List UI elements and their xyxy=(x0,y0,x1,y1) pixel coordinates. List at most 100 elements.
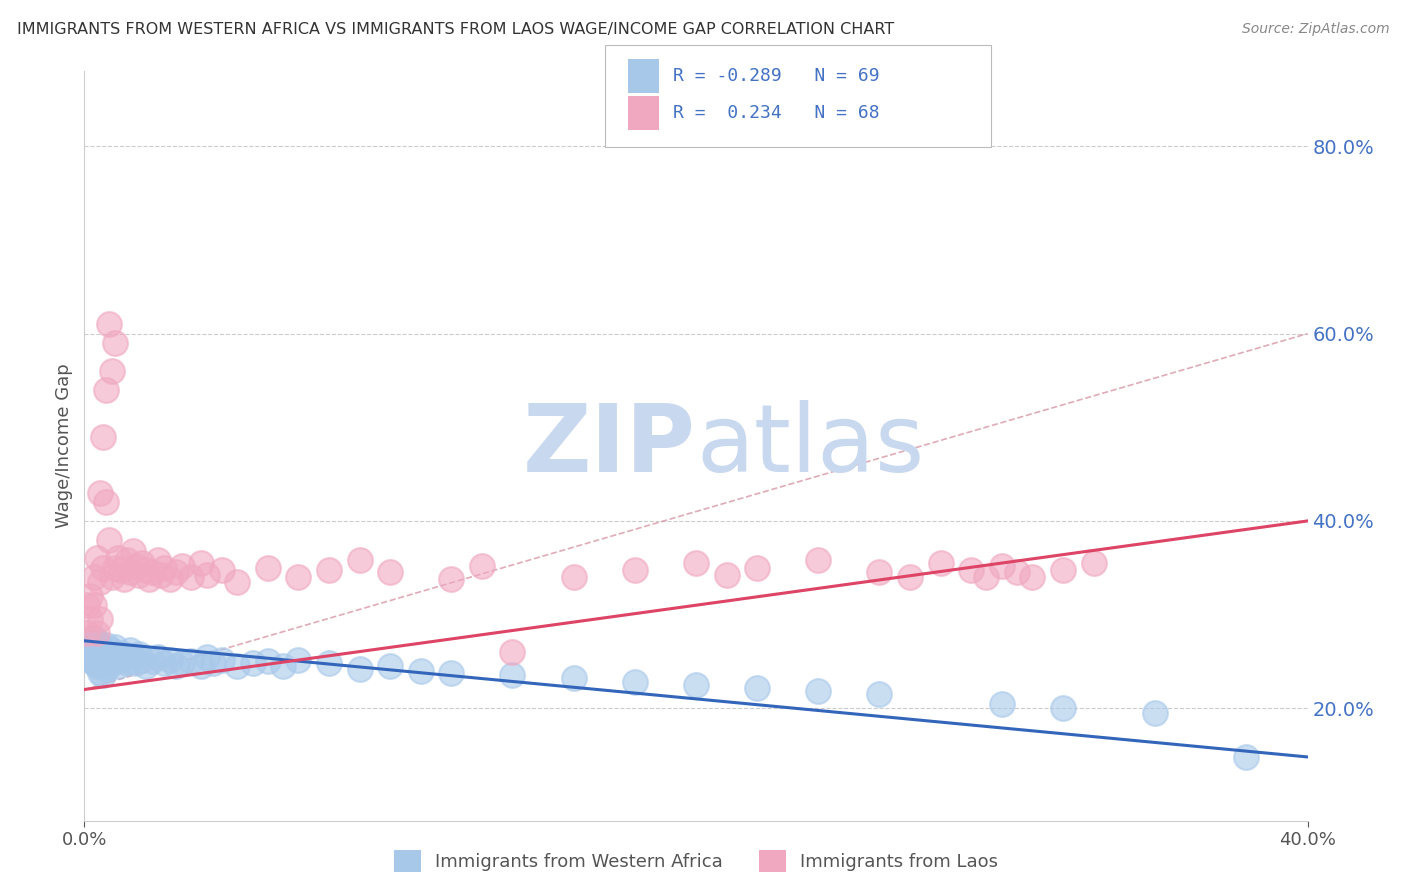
Point xyxy=(180,570,202,584)
Point xyxy=(101,570,124,584)
Point xyxy=(131,556,153,570)
Text: ZIP: ZIP xyxy=(523,400,696,492)
Point xyxy=(141,655,163,669)
Point xyxy=(349,553,371,567)
Point xyxy=(380,659,402,673)
Point xyxy=(159,652,181,666)
Point xyxy=(89,640,111,655)
Point xyxy=(624,675,647,690)
Point xyxy=(83,570,105,584)
Point xyxy=(138,572,160,586)
Point xyxy=(471,558,494,573)
Point xyxy=(380,566,402,580)
Point xyxy=(86,551,108,566)
Point xyxy=(869,566,891,580)
Point xyxy=(86,633,108,648)
Point xyxy=(165,659,187,673)
Point xyxy=(135,659,157,673)
Point xyxy=(685,556,707,570)
Point xyxy=(76,635,98,649)
Point xyxy=(122,649,145,664)
Point xyxy=(97,647,120,661)
Point xyxy=(747,681,769,695)
Text: Source: ZipAtlas.com: Source: ZipAtlas.com xyxy=(1241,22,1389,37)
Point xyxy=(195,649,218,664)
Point xyxy=(287,652,309,666)
Point xyxy=(440,665,463,680)
Point xyxy=(146,553,169,567)
Point xyxy=(128,647,150,661)
Point xyxy=(83,645,105,659)
Point xyxy=(991,558,1014,573)
Point xyxy=(91,561,114,575)
Point xyxy=(211,652,233,666)
Point xyxy=(1083,556,1105,570)
Point xyxy=(94,662,117,676)
Point xyxy=(131,652,153,666)
Point xyxy=(122,544,145,558)
Point xyxy=(960,563,983,577)
Point xyxy=(97,318,120,332)
Text: IMMIGRANTS FROM WESTERN AFRICA VS IMMIGRANTS FROM LAOS WAGE/INCOME GAP CORRELATI: IMMIGRANTS FROM WESTERN AFRICA VS IMMIGR… xyxy=(17,22,894,37)
Point xyxy=(869,687,891,701)
Point xyxy=(104,640,127,655)
Point xyxy=(172,558,194,573)
Point xyxy=(153,657,176,671)
Point xyxy=(89,486,111,500)
Point xyxy=(125,657,148,671)
Point xyxy=(120,566,142,580)
Point xyxy=(1236,750,1258,764)
Point xyxy=(562,671,585,685)
Point xyxy=(153,561,176,575)
Point xyxy=(929,556,952,570)
Point xyxy=(76,626,98,640)
Point xyxy=(747,561,769,575)
Point xyxy=(1021,570,1043,584)
Point xyxy=(115,553,138,567)
Point xyxy=(1143,706,1166,720)
Point xyxy=(159,572,181,586)
Point xyxy=(716,568,738,582)
Point xyxy=(104,561,127,575)
Point xyxy=(146,649,169,664)
Point xyxy=(115,657,138,671)
Text: R =  0.234   N = 68: R = 0.234 N = 68 xyxy=(673,104,880,122)
Point xyxy=(83,657,105,671)
Point xyxy=(190,659,212,673)
Point xyxy=(107,551,129,566)
Point xyxy=(257,655,280,669)
Point xyxy=(79,612,101,626)
Point xyxy=(94,495,117,509)
Point xyxy=(107,647,129,661)
Point xyxy=(89,655,111,669)
Point xyxy=(502,668,524,682)
Point xyxy=(83,599,105,613)
Point xyxy=(97,533,120,547)
Point xyxy=(128,568,150,582)
Point xyxy=(104,652,127,666)
Point xyxy=(110,563,132,577)
Point xyxy=(79,638,101,652)
Point xyxy=(112,647,135,661)
Point xyxy=(91,645,114,659)
Point xyxy=(271,659,294,673)
Point xyxy=(76,649,98,664)
Text: atlas: atlas xyxy=(696,400,924,492)
Point xyxy=(89,665,111,680)
Y-axis label: Wage/Income Gap: Wage/Income Gap xyxy=(55,364,73,528)
Point xyxy=(201,657,224,671)
Point xyxy=(409,664,432,678)
Point xyxy=(135,563,157,577)
Point xyxy=(180,655,202,669)
Point xyxy=(94,383,117,397)
Point xyxy=(120,655,142,669)
Point xyxy=(242,657,264,671)
Point xyxy=(195,568,218,582)
Point xyxy=(976,570,998,584)
Point xyxy=(807,684,830,698)
Point xyxy=(89,612,111,626)
Point xyxy=(318,563,340,577)
Point xyxy=(94,638,117,652)
Point xyxy=(112,572,135,586)
Point xyxy=(101,643,124,657)
